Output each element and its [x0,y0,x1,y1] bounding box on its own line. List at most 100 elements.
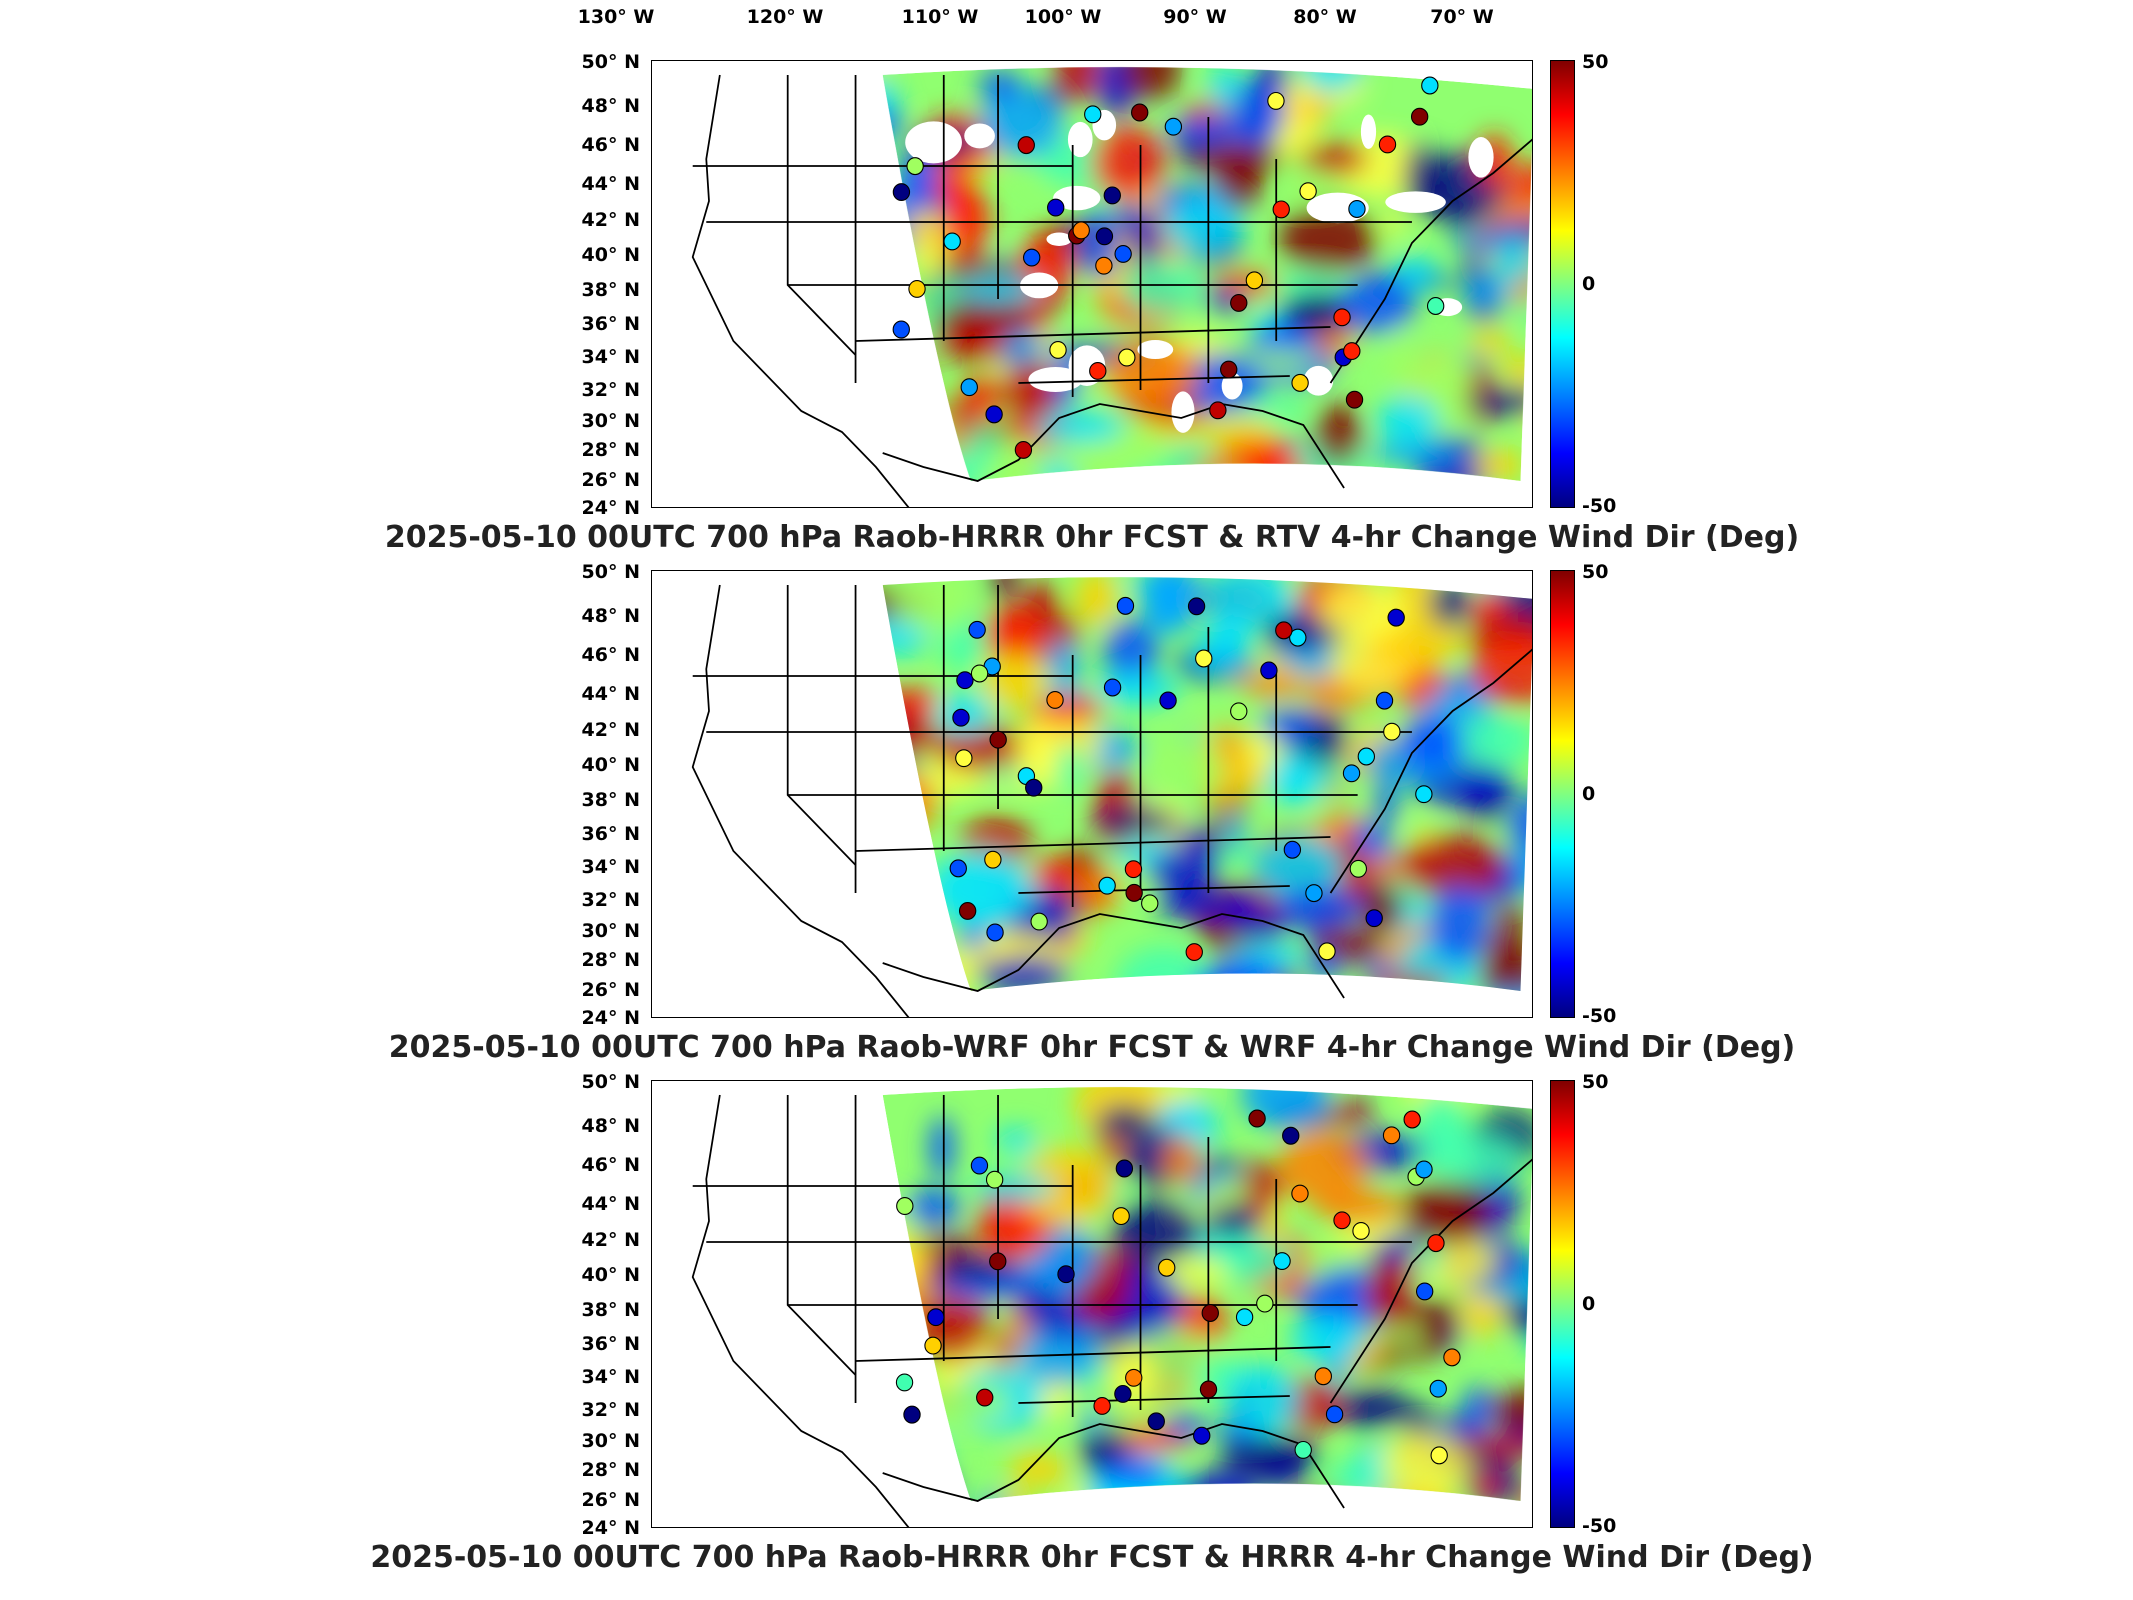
raob-station-marker [952,708,970,727]
raob-station-marker [1275,621,1293,640]
raob-station-marker [970,664,989,683]
field-blob [1469,1474,1501,1496]
colorbar [1550,60,1575,508]
latitude-label: 24° N [581,497,640,519]
longitude-label: 100° W [1024,6,1102,28]
boundary-line [1018,1395,1290,1404]
latitude-label: 30° N [581,920,640,942]
field-blob [882,105,897,150]
latitude-label: 40° N [581,244,640,266]
field-blob [1110,1200,1197,1265]
field-blob [882,1225,919,1293]
field-blob [920,416,972,455]
field-blob [993,1128,1037,1149]
raob-station-marker [1195,649,1213,668]
field-blob [992,1332,1015,1371]
state-boundaries [691,584,1532,1017]
boundary-line [882,913,1345,999]
field-blob [1122,471,1189,481]
latitude-label: 44° N [581,683,640,705]
field-blob [1466,275,1510,313]
boundary-line [691,584,910,1017]
field-blob [882,429,928,481]
latitude-label: 36° N [581,823,640,845]
boundary-line [855,1346,1331,1362]
field-blob [1164,443,1209,475]
raob-station-marker [955,749,973,768]
boundary-line [855,836,1331,852]
field-blob [1365,1257,1416,1325]
field-blob [1427,884,1491,962]
field-blob [1140,577,1201,634]
field-blob [1258,1213,1284,1246]
boundary-line [786,584,857,866]
field-blob [882,930,922,991]
colorbar-min-label: -50 [1582,1005,1617,1027]
raob-station-marker [892,320,910,339]
raob-station-marker [956,671,974,690]
field-blob [1160,1261,1230,1285]
raob-station-marker [968,620,986,639]
field-blob [1381,212,1406,235]
raob-station-marker [1114,244,1132,263]
latitude-label: 28° N [581,439,640,461]
boundary-line [786,1094,857,1376]
raob-station-marker [1305,884,1323,903]
raob-station-marker [1201,1304,1219,1322]
raob-station-marker [1421,76,1439,95]
map-panel-2: 50° N 48° N 46° N 44° N 42° N 40° N 38° N 36° N… [0,561,2133,1080]
longitude-label: 90° W [1163,6,1227,28]
field-blob [1238,672,1308,698]
raob-station-marker [1291,373,1309,392]
field-blob [1031,410,1124,444]
latitude-label: 38° N [581,279,640,301]
latitude-label: 26° N [581,979,640,1001]
raob-station-marker [1118,348,1136,367]
field-blob [978,86,1065,159]
field-blob [1240,1087,1331,1130]
raob-station-marker [1383,722,1401,741]
field-blob [1300,142,1368,176]
field-blob [1493,235,1532,285]
field-blob [1506,792,1532,856]
colorbar-mid-label: 0 [1582,783,1596,805]
field-blob [1473,448,1525,481]
raob-stations [949,596,1433,962]
raob-station-marker [1116,596,1135,615]
raob-station-marker [1430,1446,1448,1465]
field-blob [882,1492,925,1501]
latitude-label: 44° N [581,173,640,195]
raob-station-marker [989,730,1007,749]
field-blob [909,1293,990,1361]
field-blob [883,352,927,395]
raob-station-marker [970,1156,989,1175]
raob-station-marker [1114,1384,1132,1403]
raob-station-marker [960,378,978,397]
raob-station-marker [1047,198,1065,217]
latitude-label: 28° N [581,949,640,971]
raob-station-marker [1333,308,1351,327]
field-blob [882,931,906,991]
field-blob [1222,815,1245,849]
raob-station-marker [1049,340,1067,359]
colorbar-mid-label: 0 [1582,1293,1596,1315]
raob-station-marker [1098,876,1116,895]
field-blob [1095,1106,1153,1139]
raob-station-marker [1235,1308,1254,1327]
colorbar [1550,570,1575,1018]
field-blob [1213,271,1278,296]
field-blob [1268,751,1322,807]
missing-data-patch [964,123,995,149]
field-blob [1387,326,1411,391]
field-blob [907,410,952,462]
boundary-line [1329,648,1532,894]
latitude-label: 50° N [581,561,640,583]
raob-station-marker [1415,785,1433,804]
field-blob [1217,464,1313,481]
raob-station-marker [1230,293,1248,312]
field-blob [1233,762,1270,789]
model-domain [691,577,1532,1017]
raob-station-marker [1193,1426,1211,1445]
longitude-label: 110° W [901,6,979,28]
field-blob [915,1383,1012,1423]
